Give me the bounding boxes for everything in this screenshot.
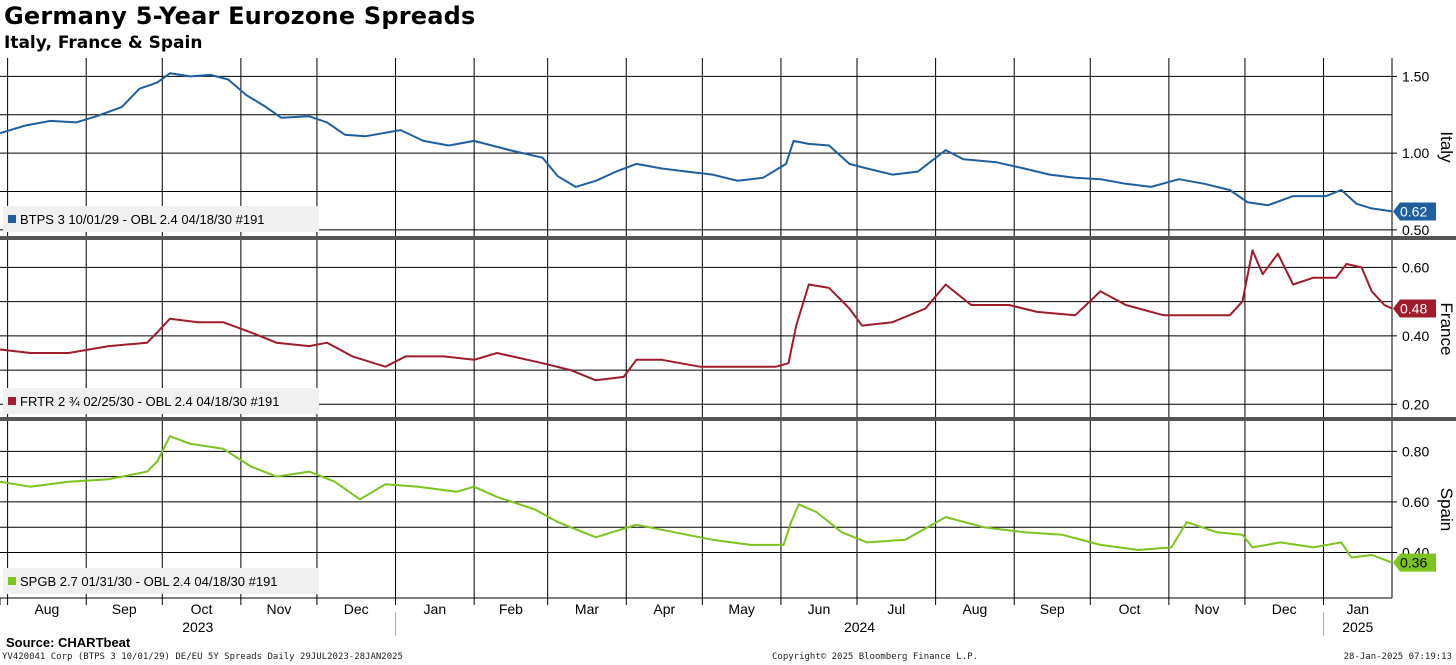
chart-subtitle: Italy, France & Spain bbox=[4, 33, 203, 53]
axis-label-france: France bbox=[1437, 303, 1456, 356]
x-tick-label: Jan bbox=[1346, 601, 1369, 617]
axis-label-italy: Italy bbox=[1437, 131, 1456, 163]
footer-timestamp: 28-Jan-2025 07:19:13 bbox=[1343, 652, 1452, 662]
panel-italy: 1.50 1.00 0.50 Italy BTPS 3 10/01/29 - OBL 2… bbox=[0, 58, 1456, 238]
last-value-badge bbox=[1393, 202, 1436, 221]
x-tick-label: Sep bbox=[112, 601, 137, 617]
x-tick-label: Apr bbox=[653, 601, 675, 617]
x-tick-label: Aug bbox=[34, 601, 59, 617]
y-tick-label: 1.50 bbox=[1402, 68, 1429, 84]
x-tick-label: Oct bbox=[191, 601, 213, 617]
series-line-spain bbox=[0, 435, 1393, 564]
y-tick-label: 0.40 bbox=[1402, 328, 1429, 344]
x-tick-label: May bbox=[728, 601, 754, 617]
legend-box bbox=[3, 388, 319, 414]
y-tick-label: 0.80 bbox=[1402, 443, 1429, 459]
x-tick-label: Jan bbox=[424, 601, 447, 617]
legend-label: FRTR 2 ¾ 02/25/30 - OBL 2.4 04/18/30 #19… bbox=[20, 394, 279, 409]
legend-box bbox=[3, 206, 319, 232]
last-value-badge bbox=[1393, 299, 1436, 318]
x-tick-label: Sep bbox=[1040, 601, 1065, 617]
panel-separator bbox=[0, 236, 1456, 240]
y-tick-label: 1.00 bbox=[1402, 145, 1429, 161]
x-tick-label: Dec bbox=[344, 601, 369, 617]
x-tick-label: Nov bbox=[1194, 601, 1219, 617]
x-year-label: 2023 bbox=[182, 619, 213, 635]
footer-copyright: Copyright© 2025 Bloomberg Finance L.P. bbox=[772, 652, 978, 662]
last-value-label: 0.36 bbox=[1400, 555, 1427, 571]
panel-separator bbox=[0, 417, 1456, 421]
legend-label: SPGB 2.7 01/31/30 - OBL 2.4 04/18/30 #19… bbox=[20, 574, 278, 589]
y-tick-label: 0.20 bbox=[1402, 396, 1429, 412]
y-tick-label: 0.60 bbox=[1402, 494, 1429, 510]
series-line-france bbox=[0, 249, 1393, 382]
x-tick-label: Jun bbox=[808, 601, 831, 617]
legend-swatch bbox=[8, 215, 16, 223]
last-value-badge bbox=[1393, 553, 1436, 572]
chart-title: Germany 5-Year Eurozone Spreads bbox=[4, 2, 476, 30]
source-label: Source: CHARTbeat bbox=[6, 635, 131, 650]
legend-label: BTPS 3 10/01/29 - OBL 2.4 04/18/30 #191 bbox=[20, 212, 265, 227]
x-tick-label: Dec bbox=[1272, 601, 1297, 617]
x-tick-label: Aug bbox=[962, 601, 987, 617]
x-tick-label: Mar bbox=[575, 601, 599, 617]
x-tick-label: Jul bbox=[887, 601, 905, 617]
x-year-label: 2025 bbox=[1342, 619, 1373, 635]
x-tick-label: Feb bbox=[499, 601, 523, 617]
y-tick-label: 0.50 bbox=[1402, 222, 1429, 238]
legend-swatch bbox=[8, 397, 16, 405]
x-tick-label: Oct bbox=[1119, 601, 1141, 617]
y-tick-label: 0.60 bbox=[1402, 259, 1429, 275]
last-value-label: 0.62 bbox=[1400, 203, 1427, 219]
axis-label-spain: Spain bbox=[1437, 488, 1456, 531]
last-value-label: 0.48 bbox=[1400, 300, 1427, 316]
legend-swatch bbox=[8, 577, 16, 585]
x-tick-label: Nov bbox=[266, 601, 291, 617]
x-year-label: 2024 bbox=[844, 619, 875, 635]
legend-box bbox=[3, 568, 319, 594]
series-line-italy bbox=[0, 72, 1393, 213]
panel-france: 0.60 0.40 0.20 France FRTR 2 ¾ 02/25/30 - OB… bbox=[0, 240, 1456, 418]
footer-left: YV420041 Corp (BTPS 3 10/01/29) DE/EU 5Y… bbox=[2, 652, 403, 662]
